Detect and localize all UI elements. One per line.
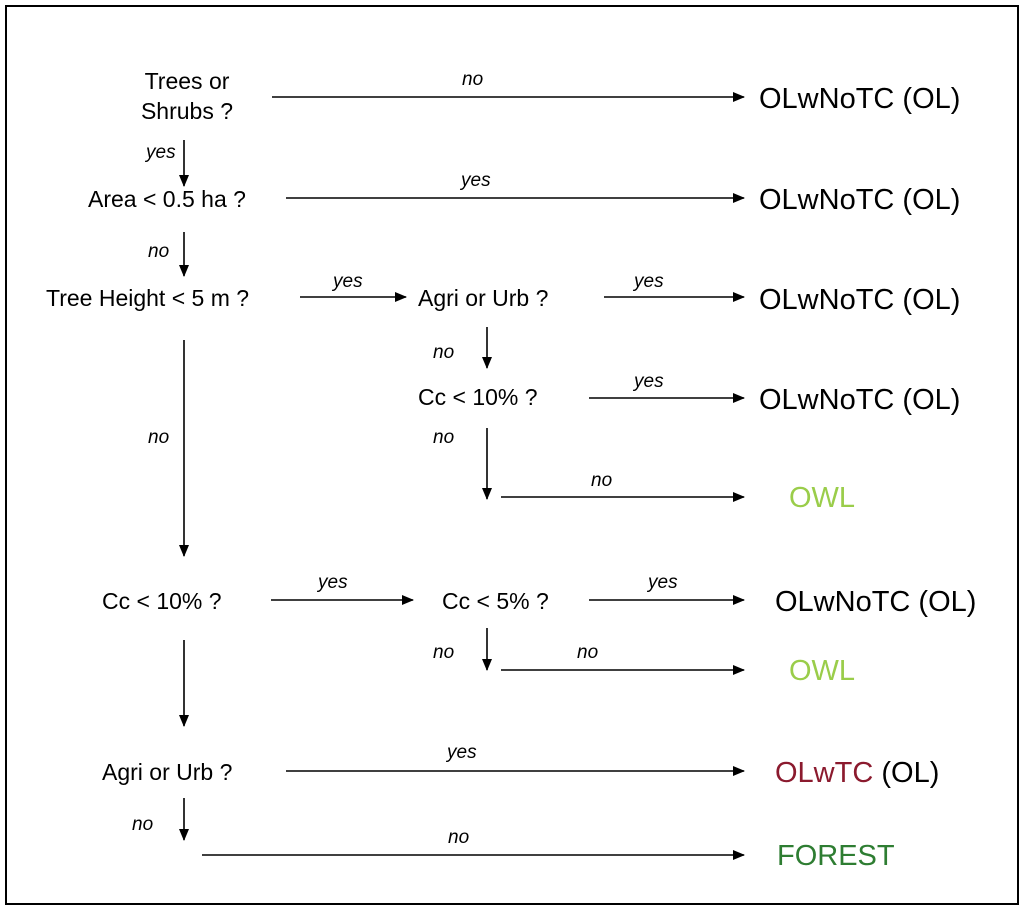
label-cc10a-no: no bbox=[591, 470, 613, 491]
question-trees-line2: Shrubs ? bbox=[140, 97, 234, 124]
label-agri2-no-vertical: no bbox=[132, 814, 154, 835]
label-agri2-no: no bbox=[448, 827, 470, 848]
label-cc5-no-vertical: no bbox=[433, 642, 455, 663]
question-trees-or-shrubs: Trees or Shrubs ? bbox=[127, 67, 247, 127]
label-cc10a-no-vertical: no bbox=[433, 427, 455, 448]
label-trees-yes: yes bbox=[146, 142, 176, 163]
label-agri1-yes: yes bbox=[634, 271, 664, 292]
result-olwnotc-1: OLwNoTC (OL) bbox=[759, 83, 961, 115]
question-canopy-cover-10-a: Cc < 10% ? bbox=[418, 384, 538, 410]
result-owl-2: OWL bbox=[789, 655, 856, 687]
label-height-yes: yes bbox=[333, 271, 363, 292]
question-area: Area < 0.5 ha ? bbox=[88, 186, 246, 212]
question-agri-or-urb-2: Agri or Urb ? bbox=[102, 759, 233, 785]
result-owl-1: OWL bbox=[789, 482, 856, 514]
result-olwnotc-3: OLwNoTC (OL) bbox=[759, 284, 961, 316]
label-area-no: no bbox=[148, 241, 170, 262]
label-agri1-no: no bbox=[433, 342, 455, 363]
diagram-frame bbox=[5, 5, 1019, 905]
label-trees-no: no bbox=[462, 69, 484, 90]
label-cc10a-yes: yes bbox=[634, 371, 664, 392]
label-cc5-yes: yes bbox=[648, 572, 678, 593]
question-agri-or-urb-1: Agri or Urb ? bbox=[418, 285, 549, 311]
result-olwnotc-4: OLwNoTC (OL) bbox=[759, 384, 961, 416]
result-olwtc-main: OLwTC bbox=[775, 757, 874, 789]
question-canopy-cover-5: Cc < 5% ? bbox=[442, 588, 549, 614]
label-agri2-yes: yes bbox=[447, 742, 477, 763]
label-height-no: no bbox=[148, 427, 170, 448]
result-olwnotc-2: OLwNoTC (OL) bbox=[759, 184, 961, 216]
result-forest: FOREST bbox=[777, 840, 895, 872]
label-cc10b-yes: yes bbox=[318, 572, 348, 593]
question-trees-line1: Trees or bbox=[144, 68, 230, 94]
question-canopy-cover-10-b: Cc < 10% ? bbox=[102, 588, 222, 614]
label-area-yes: yes bbox=[461, 170, 491, 191]
result-olwtc-suffix: (OL) bbox=[873, 757, 940, 789]
question-tree-height: Tree Height < 5 m ? bbox=[46, 285, 250, 311]
result-olwtc: OLwTC (OL) bbox=[775, 759, 939, 788]
result-olwnotc-5: OLwNoTC (OL) bbox=[775, 586, 977, 618]
label-cc5-no: no bbox=[577, 642, 599, 663]
